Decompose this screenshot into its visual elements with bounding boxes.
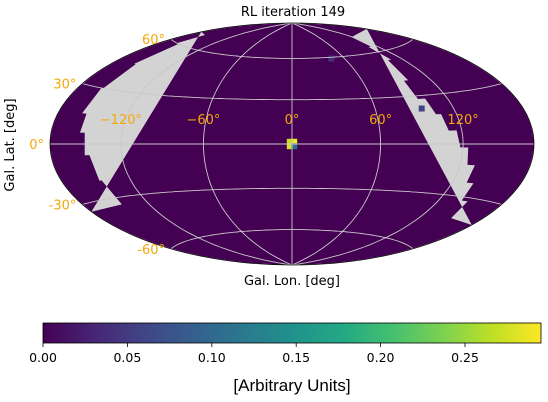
lat-tick-labels: 60° 30° 0° -30° -60° bbox=[29, 33, 165, 258]
colorbar-tick-label: 0.25 bbox=[451, 350, 479, 365]
colorbar-tick-label: 0.00 bbox=[29, 350, 57, 365]
colorbar-tick-label: 0.10 bbox=[198, 350, 226, 365]
lon-tick-label: 120° bbox=[447, 113, 478, 128]
parallel bbox=[82, 187, 502, 205]
lat-tick-label: 0° bbox=[29, 138, 44, 153]
hot-pixel-4 bbox=[418, 105, 425, 112]
masked-region-east bbox=[351, 28, 475, 226]
hot-pixel-0 bbox=[291, 138, 298, 145]
map-area bbox=[50, 23, 534, 265]
lat-tick-label: -60° bbox=[137, 243, 165, 258]
colorbar-ticks: 0.00 0.05 0.10 0.15 0.20 0.25 bbox=[29, 343, 479, 365]
hot-pixel-1 bbox=[286, 138, 293, 145]
hot-pixels bbox=[286, 55, 425, 150]
colorbar-tick-label: 0.20 bbox=[367, 350, 395, 365]
parallel bbox=[170, 38, 414, 59]
colorbar bbox=[42, 322, 542, 344]
y-axis-title: Gal. Lat. [deg] bbox=[3, 98, 18, 191]
lon-tick-labels: −120° −60° 0° 60° 120° bbox=[100, 113, 479, 128]
hot-pixel-2 bbox=[286, 143, 293, 150]
lon-tick-label: −60° bbox=[186, 113, 220, 128]
x-axis-title: Gal. Lon. [deg] bbox=[244, 274, 340, 289]
masked-region-west bbox=[80, 31, 205, 212]
hot-pixel-3 bbox=[291, 143, 298, 150]
lon-tick-label: 0° bbox=[285, 113, 300, 128]
chart-title: RL iteration 149 bbox=[241, 5, 345, 20]
colorbar-tick-label: 0.05 bbox=[113, 350, 141, 365]
lat-tick-label: 60° bbox=[142, 33, 165, 48]
parallel bbox=[82, 83, 502, 101]
colorbar-tick-label: 0.15 bbox=[282, 350, 310, 365]
lat-tick-label: 30° bbox=[53, 78, 76, 93]
parallel bbox=[170, 229, 414, 250]
hot-pixel-5 bbox=[328, 55, 335, 62]
lon-tick-label: −120° bbox=[100, 113, 142, 128]
colorbar-label: [Arbitrary Units] bbox=[233, 376, 350, 395]
lat-tick-label: -30° bbox=[49, 199, 77, 214]
map-outline bbox=[49, 22, 535, 266]
lon-tick-label: 60° bbox=[369, 113, 392, 128]
